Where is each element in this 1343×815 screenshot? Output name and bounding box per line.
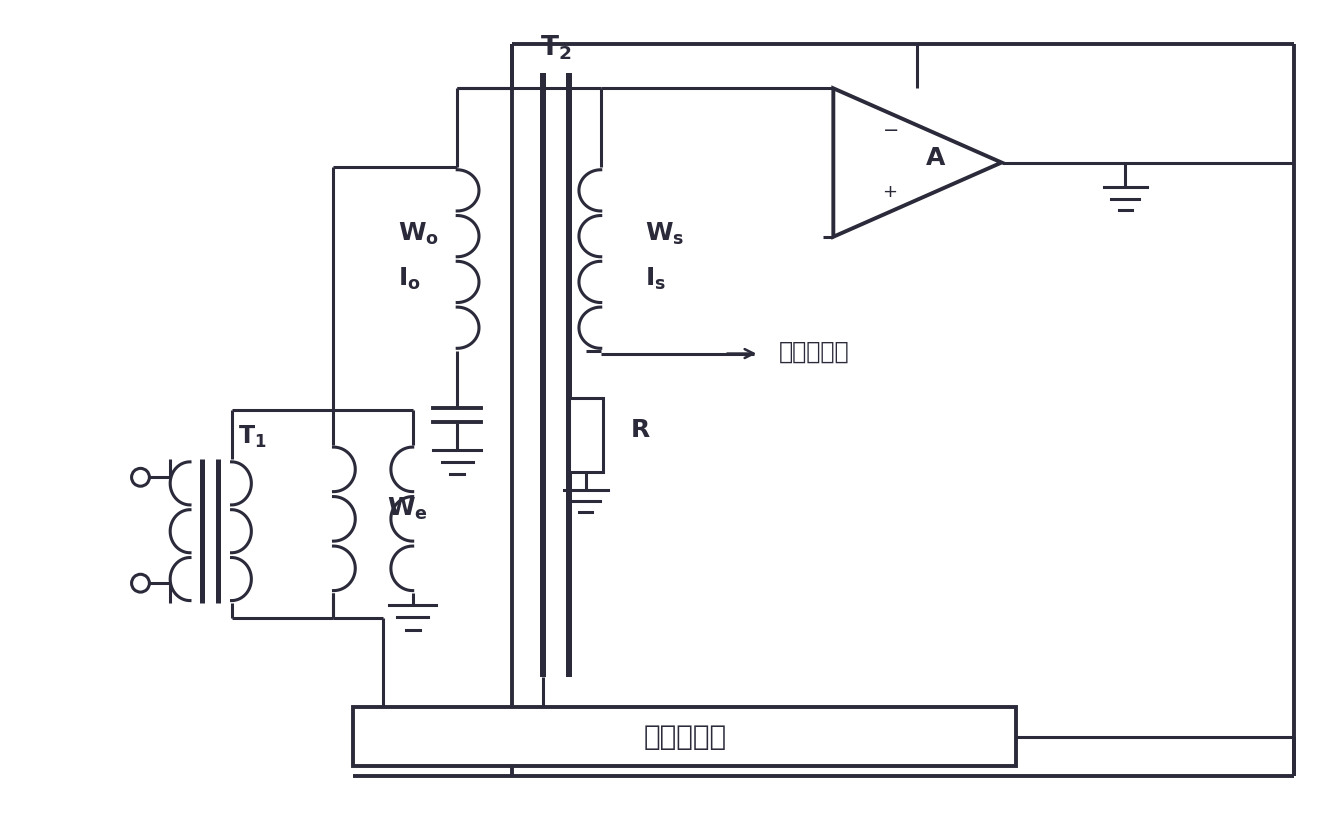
Bar: [569, 398, 603, 472]
Polygon shape: [833, 88, 1002, 237]
Text: $\mathbf{W_o}$: $\mathbf{W_o}$: [398, 221, 439, 248]
Text: 峰差检波器: 峰差检波器: [643, 723, 727, 751]
Text: 反馈放大器: 反馈放大器: [779, 340, 850, 363]
Circle shape: [132, 575, 149, 592]
Text: $\mathbf{T_1}$: $\mathbf{T_1}$: [238, 423, 267, 450]
Text: $\mathbf{T_2}$: $\mathbf{T_2}$: [540, 33, 572, 62]
Text: $\mathbf{W_e}$: $\mathbf{W_e}$: [387, 496, 428, 522]
Text: $\mathbf{I_o}$: $\mathbf{I_o}$: [398, 266, 420, 292]
Text: $\mathbf{A}$: $\mathbf{A}$: [925, 146, 945, 170]
Text: $+$: $+$: [882, 183, 897, 201]
Text: $\mathbf{W_s}$: $\mathbf{W_s}$: [645, 221, 685, 248]
Circle shape: [132, 469, 149, 487]
Text: $\mathbf{R}$: $\mathbf{R}$: [630, 418, 651, 442]
Text: $-$: $-$: [881, 119, 898, 139]
Bar: [353, 707, 1017, 766]
Text: $\mathbf{I_s}$: $\mathbf{I_s}$: [645, 266, 666, 292]
